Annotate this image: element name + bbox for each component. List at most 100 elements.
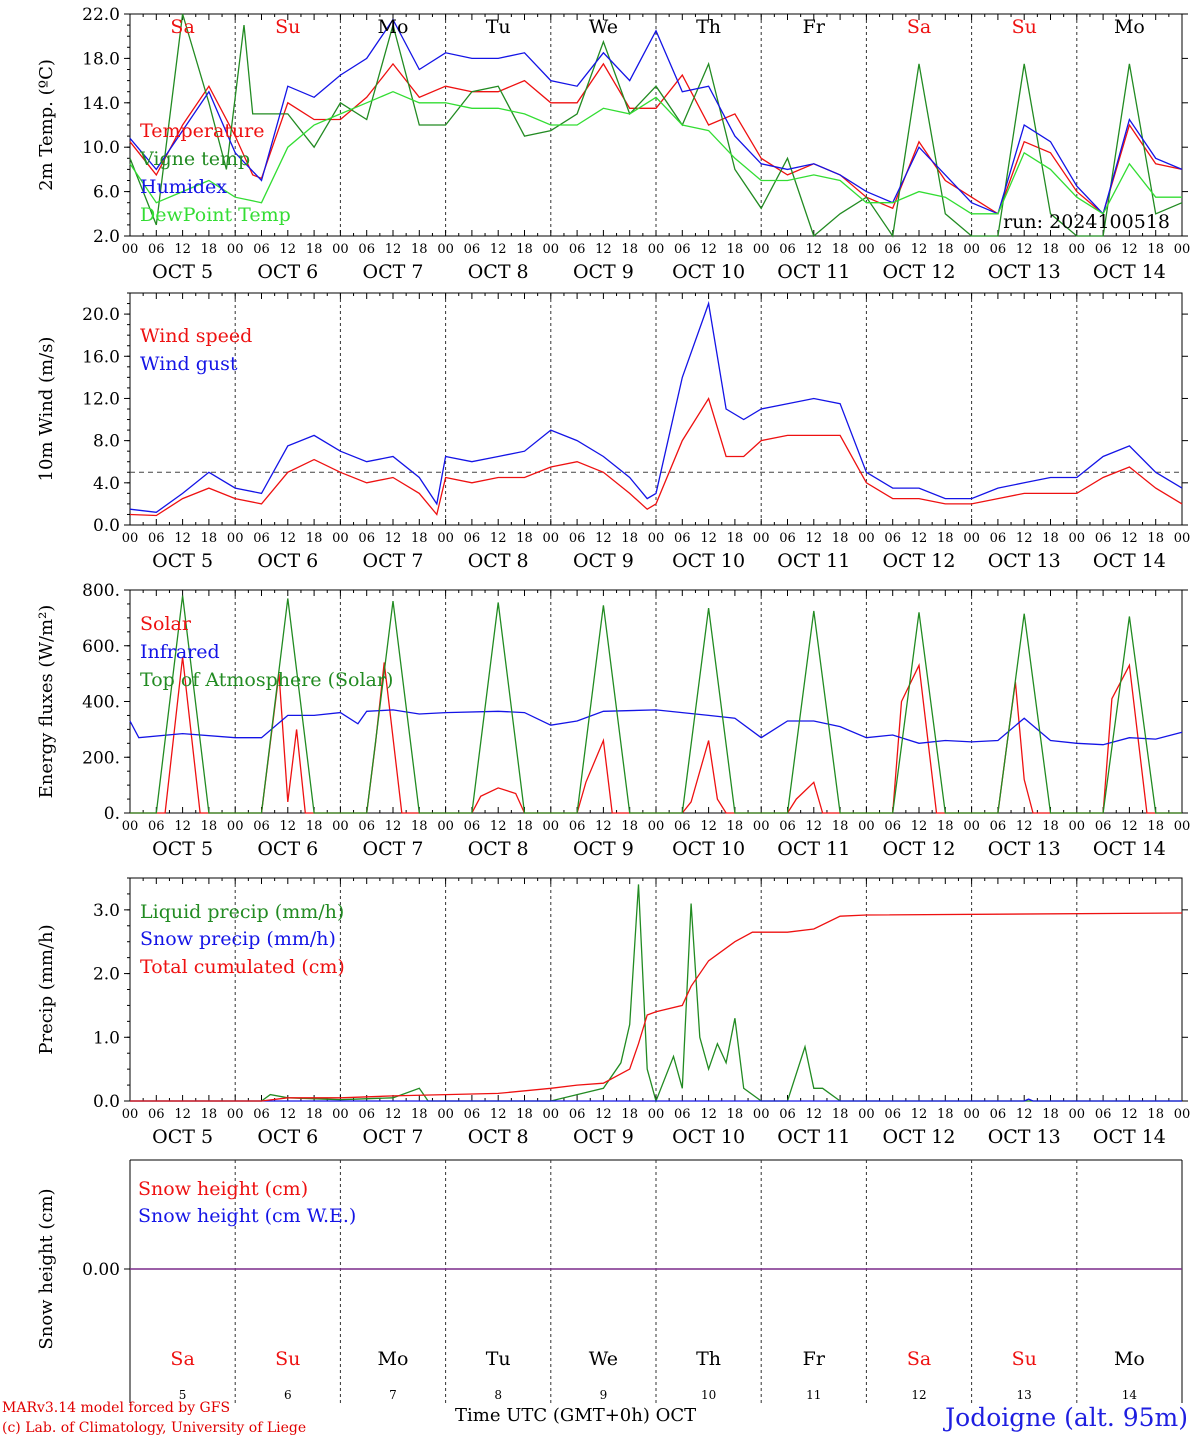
panel-5 — [124, 1159, 1183, 1403]
hour-tick-label: 00 — [1174, 1107, 1191, 1122]
weekday-label: Fr — [803, 16, 826, 38]
hour-tick-label: 06 — [464, 1107, 481, 1122]
y-tick-label: 14.0 — [82, 94, 120, 114]
hour-tick-label: 18 — [832, 242, 849, 257]
hour-tick-label: 00 — [437, 819, 454, 834]
weekday-label: We — [589, 16, 618, 38]
hour-tick-label: 18 — [1042, 1107, 1059, 1122]
weekday-label: Mo — [1114, 1348, 1145, 1370]
hour-tick-label: 18 — [727, 1107, 744, 1122]
weekday-label: Fr — [803, 1348, 826, 1370]
hour-tick-label: 12 — [1016, 531, 1033, 546]
hour-tick-label: 18 — [516, 531, 533, 546]
hour-tick-label: 12 — [1121, 819, 1138, 834]
hour-tick-label: 12 — [1121, 531, 1138, 546]
date-label: OCT 12 — [882, 838, 955, 860]
hour-tick-label: 18 — [306, 819, 323, 834]
hour-tick-label: 00 — [332, 819, 349, 834]
date-label: OCT 11 — [777, 838, 850, 860]
day-number-label: 7 — [389, 1388, 397, 1402]
day-number-label: 5 — [179, 1388, 187, 1402]
hour-tick-label: 00 — [1069, 531, 1086, 546]
hour-tick-label: 06 — [779, 242, 796, 257]
hour-tick-label: 12 — [911, 531, 928, 546]
hour-tick-label: 00 — [963, 819, 980, 834]
y-tick-label: 0.00 — [82, 1260, 120, 1280]
hour-tick-label: 12 — [700, 1107, 717, 1122]
date-label: OCT 9 — [573, 838, 634, 860]
y-tick-label: 20.0 — [82, 305, 120, 325]
y-tick-label: 18.0 — [82, 49, 120, 69]
y-tick-label: 8.0 — [93, 432, 120, 452]
hour-tick-label: 18 — [201, 819, 218, 834]
hour-tick-label: 18 — [621, 819, 638, 834]
date-label: OCT 5 — [152, 550, 213, 572]
hour-tick-label: 18 — [516, 242, 533, 257]
hour-tick-label: 18 — [1042, 531, 1059, 546]
hour-tick-label: 06 — [779, 1107, 796, 1122]
hour-tick-label: 06 — [358, 531, 375, 546]
series-line-wind-speed — [129, 396, 1183, 517]
hour-tick-label: 18 — [1042, 819, 1059, 834]
hour-tick-label: 18 — [1042, 242, 1059, 257]
hour-tick-label: 00 — [753, 819, 770, 834]
hour-tick-label: 00 — [543, 531, 560, 546]
hour-tick-label: 12 — [1121, 242, 1138, 257]
date-label: OCT 14 — [1093, 261, 1166, 283]
legend-entry: Liquid precip (mm/h) — [140, 901, 344, 923]
hour-tick-label: 12 — [806, 1107, 823, 1122]
run-annotation: run: 2024100518 — [1003, 211, 1170, 233]
date-label: OCT 8 — [468, 550, 529, 572]
legend-entry: Snow height (cm) — [138, 1178, 308, 1200]
hour-tick-label: 06 — [779, 531, 796, 546]
y-tick-label: 2.0 — [93, 227, 120, 247]
hour-tick-label: 18 — [201, 242, 218, 257]
date-label: OCT 10 — [672, 550, 745, 572]
hour-tick-label: 06 — [148, 531, 165, 546]
legend-entry: Top of Atmosphere (Solar) — [140, 669, 393, 691]
date-label: OCT 6 — [257, 1126, 318, 1148]
hour-tick-label: 00 — [1174, 242, 1191, 257]
hour-tick-label: 00 — [963, 242, 980, 257]
y-tick-label: 2.0 — [93, 965, 120, 985]
series-line-temperature — [129, 62, 1183, 215]
hour-tick-label: 06 — [884, 1107, 901, 1122]
series-line-infrared — [129, 709, 1183, 746]
hour-tick-label: 12 — [174, 242, 191, 257]
xaxis-title: Time UTC (GMT+0h) OCT — [455, 1405, 697, 1426]
hour-tick-label: 18 — [306, 531, 323, 546]
y-tick-label: 1.0 — [93, 1028, 120, 1048]
weekday-label: We — [589, 1348, 618, 1370]
hour-tick-label: 12 — [385, 1107, 402, 1122]
hour-tick-label: 12 — [280, 531, 297, 546]
y-tick-label: 3.0 — [93, 901, 120, 921]
hour-tick-label: 00 — [858, 242, 875, 257]
hour-tick-label: 00 — [543, 242, 560, 257]
hour-tick-label: 12 — [911, 1107, 928, 1122]
hour-tick-label: 00 — [437, 242, 454, 257]
hour-tick-label: 00 — [543, 1107, 560, 1122]
date-label: OCT 5 — [152, 261, 213, 283]
hour-tick-label: 18 — [306, 1107, 323, 1122]
date-label: OCT 6 — [257, 838, 318, 860]
hour-tick-label: 12 — [280, 819, 297, 834]
date-label: OCT 6 — [257, 261, 318, 283]
hour-tick-label: 00 — [227, 1107, 244, 1122]
hour-tick-label: 12 — [174, 531, 191, 546]
weekday-label: Su — [1012, 16, 1037, 38]
hour-tick-label: 12 — [490, 1107, 507, 1122]
hour-tick-label: 00 — [1069, 819, 1086, 834]
panel-1 — [124, 13, 1188, 238]
legend-entry: Humidex — [140, 176, 227, 198]
hour-tick-label: 18 — [516, 819, 533, 834]
y-tick-label: 0.0 — [93, 1092, 120, 1112]
date-label: OCT 7 — [363, 1126, 424, 1148]
hour-tick-label: 00 — [858, 1107, 875, 1122]
hour-tick-label: 06 — [148, 1107, 165, 1122]
hour-tick-label: 12 — [385, 242, 402, 257]
hour-tick-label: 06 — [253, 531, 270, 546]
hour-tick-label: 06 — [358, 1107, 375, 1122]
hour-tick-label: 00 — [648, 1107, 665, 1122]
hour-tick-label: 00 — [543, 819, 560, 834]
legend-entry: Snow precip (mm/h) — [140, 928, 336, 950]
